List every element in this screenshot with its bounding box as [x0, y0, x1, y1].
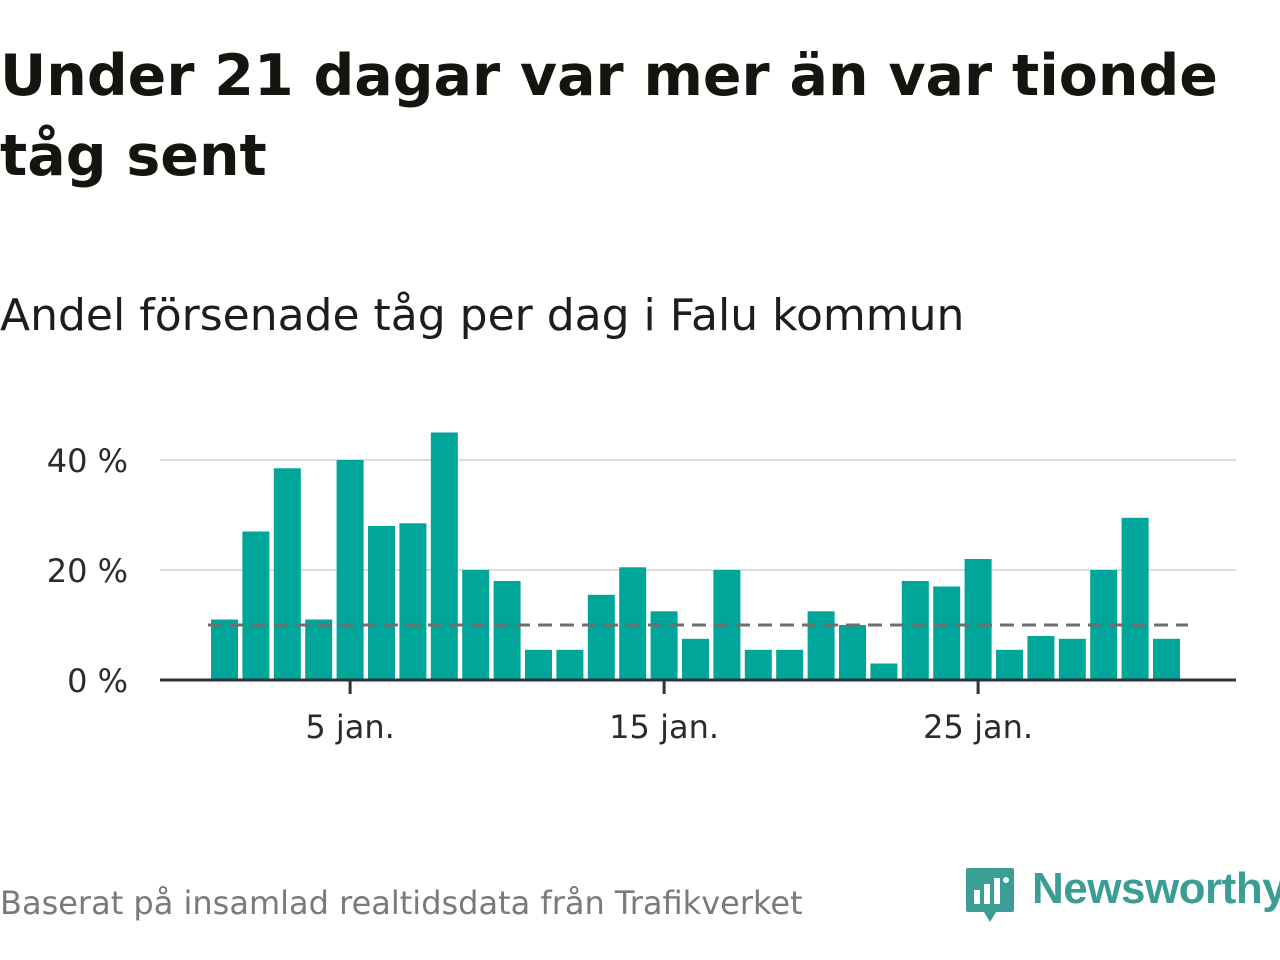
bar [1121, 517, 1149, 681]
bar [901, 581, 929, 680]
bar [933, 586, 961, 680]
bar [273, 468, 301, 681]
brand-name: Newsworthy [1032, 864, 1280, 913]
bar [1027, 636, 1055, 680]
chart-title: Under 21 dagar var mer än var tionde tåg… [0, 43, 1218, 189]
bar [493, 581, 521, 680]
bar [650, 611, 678, 681]
bar-chart: 0 % 20 % 40 % 5 jan. 15 jan. 25 jan. [47, 432, 1236, 746]
chart-subtitle: Andel försenade tåg per dag i Falu kommu… [0, 290, 965, 341]
y-axis-labels: 0 % 20 % 40 % [47, 442, 128, 700]
x-axis-ticks: 5 jan. 15 jan. 25 jan. [305, 680, 1033, 746]
bar [368, 526, 395, 680]
x-tick-label: 5 jan. [305, 708, 394, 746]
bar [556, 649, 584, 681]
bar [839, 625, 866, 680]
bar [305, 619, 333, 680]
bar [242, 531, 270, 680]
x-tick-label: 25 jan. [923, 708, 1033, 746]
bar [1153, 638, 1180, 681]
bar [336, 460, 364, 680]
bar [587, 594, 615, 681]
y-tick-label: 0 % [67, 662, 128, 700]
bar [744, 649, 772, 681]
bar [807, 611, 835, 681]
bar [682, 638, 709, 681]
bars [211, 432, 1180, 681]
y-tick-label: 20 % [47, 552, 128, 590]
bar [1058, 638, 1086, 681]
bar [870, 663, 898, 680]
bar [399, 523, 427, 681]
bar [430, 432, 458, 680]
source-note: Baserat på insamlad realtidsdata från Tr… [0, 884, 803, 922]
y-tick-label: 40 % [47, 442, 128, 480]
bar [964, 559, 992, 680]
bar [525, 649, 552, 681]
bar [996, 649, 1023, 681]
x-tick-label: 15 jan. [609, 708, 719, 746]
grid-lines [160, 459, 1236, 571]
bar [776, 649, 804, 681]
bar [211, 619, 238, 680]
newsworthy-logo-icon [966, 868, 1014, 922]
